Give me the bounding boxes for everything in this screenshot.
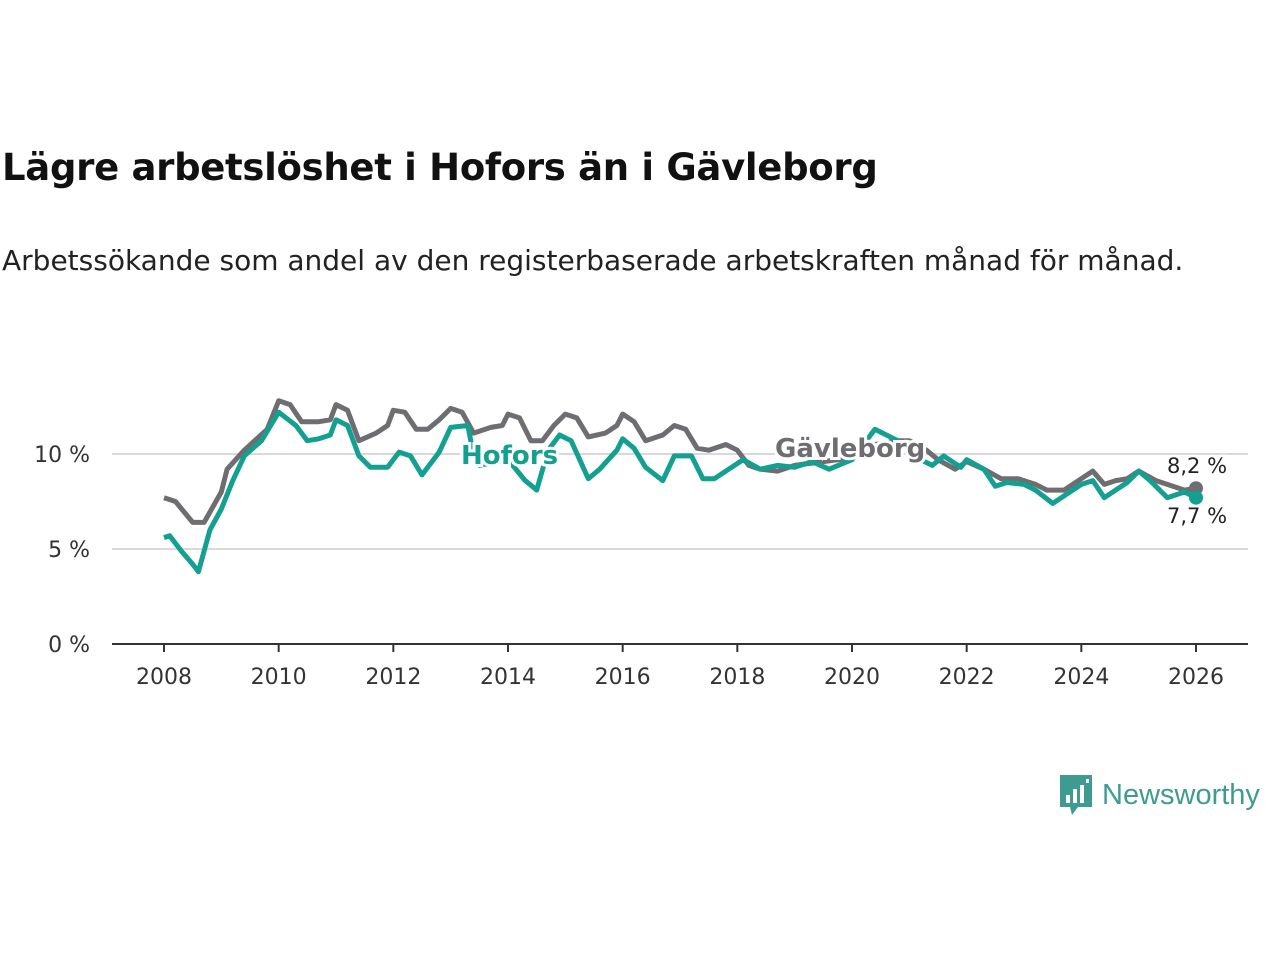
y-tick-label: 10 % xyxy=(34,443,90,468)
x-tick-label: 2024 xyxy=(1053,665,1109,690)
x-tick-label: 2020 xyxy=(824,665,880,690)
y-tick-label: 0 % xyxy=(48,633,90,658)
chart-title: Lägre arbetslöshet i Hofors än i Gävlebo… xyxy=(2,146,878,189)
chart-subtitle: Arbetssökande som andel av den registerb… xyxy=(2,244,1184,277)
x-tick-label: 2010 xyxy=(251,665,307,690)
series-label-gavleborg: Gävleborg xyxy=(775,434,925,464)
y-tick-label: 5 % xyxy=(48,538,90,563)
x-tick-label: 2026 xyxy=(1168,665,1224,690)
x-tick-label: 2014 xyxy=(480,665,536,690)
x-tick-label: 2008 xyxy=(136,665,192,690)
end-label-hofors: 7,7 % xyxy=(1167,504,1227,528)
series-line-gavleborg xyxy=(163,398,1197,525)
series-label-hofors: Hofors xyxy=(461,441,558,471)
end-point-hofors xyxy=(1189,490,1203,505)
x-tick-label: 2022 xyxy=(939,665,995,690)
x-tick-label: 2016 xyxy=(595,665,651,690)
series-line-hofors xyxy=(163,409,1198,575)
newsworthy-logo-icon xyxy=(1060,775,1092,815)
x-tick-label: 2018 xyxy=(709,665,765,690)
x-tick-label: 2012 xyxy=(365,665,421,690)
newsworthy-logo: Newsworthy xyxy=(1058,773,1260,817)
end-label-gavleborg: 8,2 % xyxy=(1167,454,1227,478)
newsworthy-logo-text: Newsworthy xyxy=(1102,778,1260,811)
